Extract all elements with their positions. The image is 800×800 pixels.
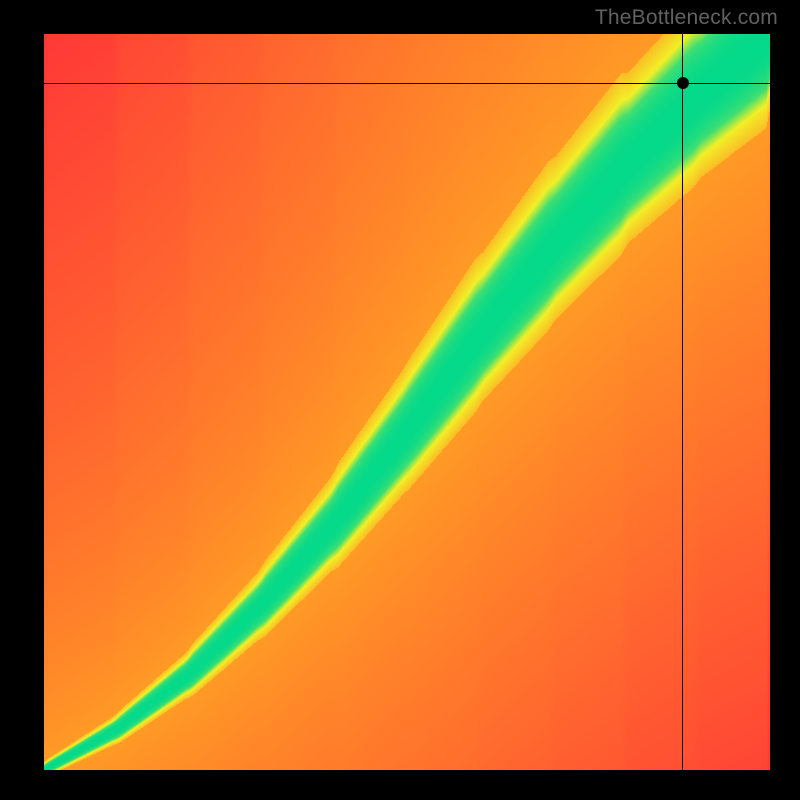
watermark-text: TheBottleneck.com	[595, 6, 778, 30]
crosshair-vertical	[682, 34, 683, 770]
heatmap-canvas	[44, 34, 770, 770]
crosshair-marker	[677, 77, 689, 89]
crosshair-horizontal	[44, 83, 770, 84]
bottleneck-heatmap	[44, 34, 770, 770]
